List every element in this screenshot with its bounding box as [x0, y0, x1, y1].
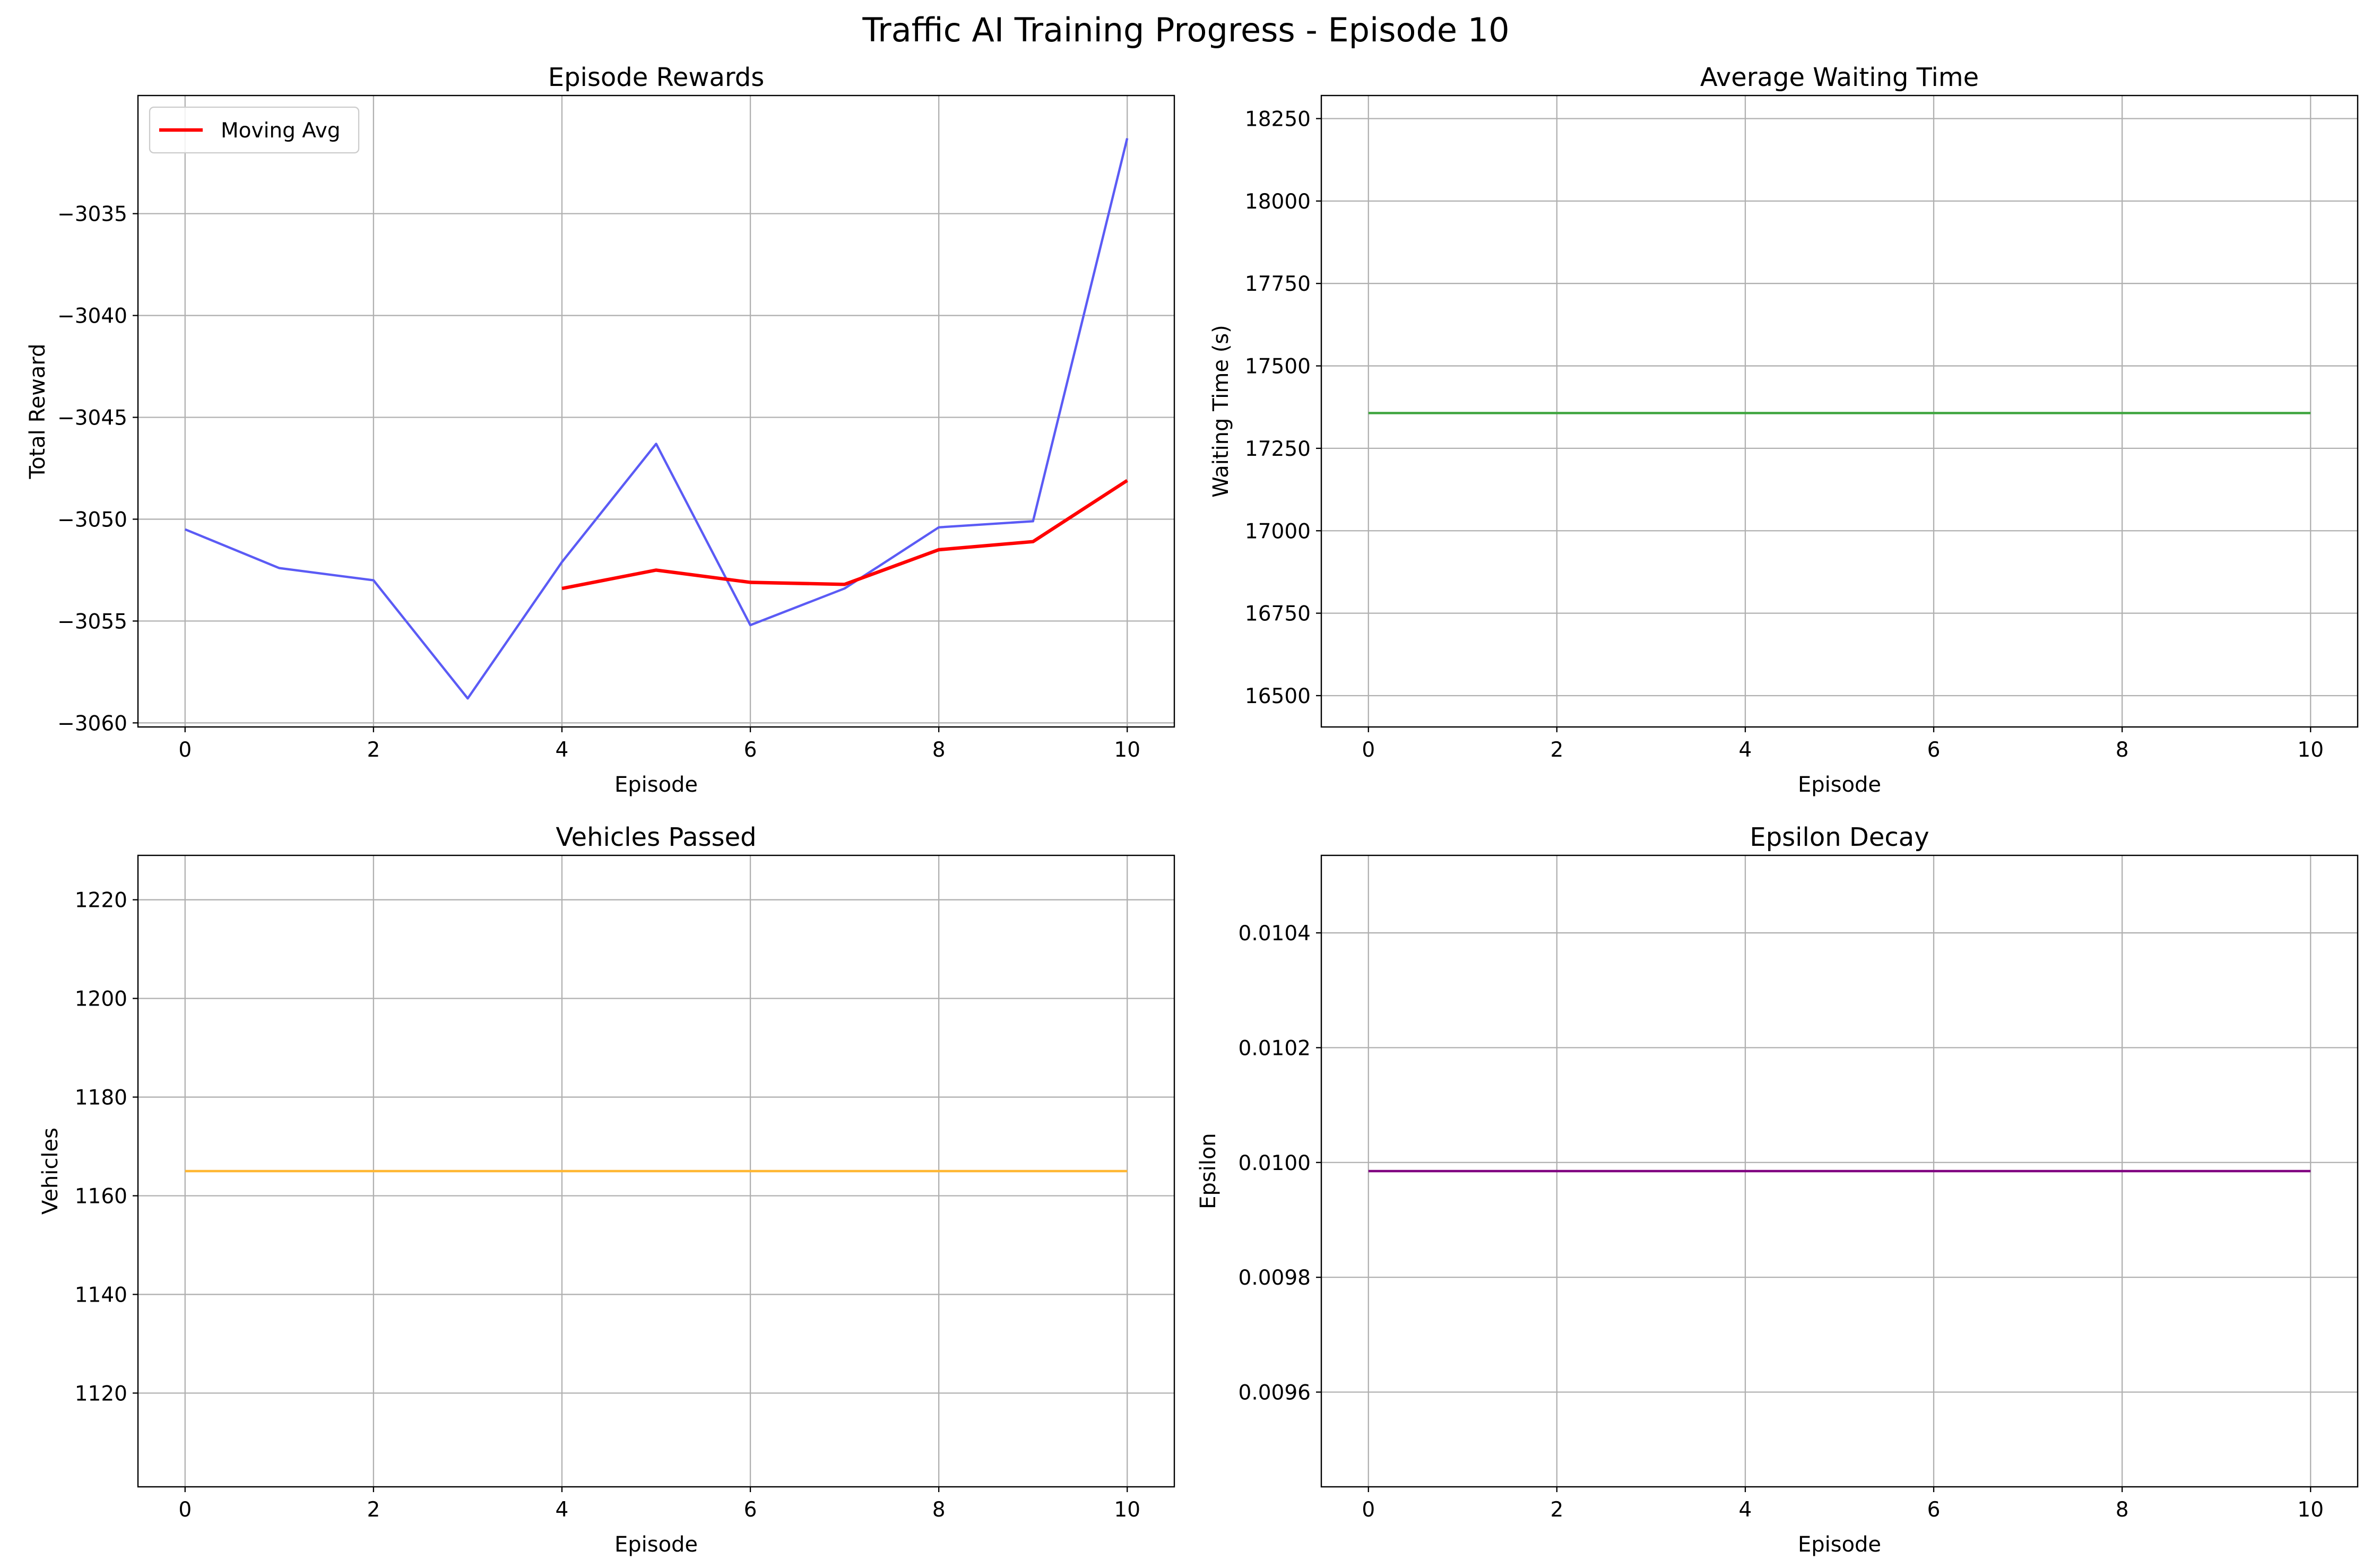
x-tick-label: 10 — [2297, 738, 2324, 762]
y-tick-label: 17500 — [1245, 355, 1311, 379]
figure-suptitle: Traffic AI Training Progress - Episode 1… — [862, 11, 1509, 49]
y-tick-label: −3050 — [57, 508, 127, 532]
y-tick-label: 0.0102 — [1239, 1036, 1311, 1060]
series-line-2 — [561, 479, 1128, 591]
y-tick-label: 1180 — [75, 1086, 127, 1110]
x-tick-label: 6 — [744, 1498, 757, 1522]
x-tick-label: 10 — [2297, 1498, 2324, 1522]
x-tick-label: 10 — [1114, 1498, 1140, 1522]
axes-frame — [1320, 94, 2359, 728]
y-tick-label: 17000 — [1245, 519, 1311, 543]
x-tick-label: 2 — [367, 738, 380, 762]
x-tick-label: 6 — [744, 738, 757, 762]
y-tick-label: −3055 — [57, 610, 127, 634]
x-tick-label: 0 — [1362, 738, 1375, 762]
y-tick-label: 17250 — [1245, 437, 1311, 461]
subplot-1: 0 2 4 6 8 10 −3060 −3055 −3050 −3045 −3040 −3035 Epi… — [25, 63, 1175, 797]
x-axis-label: Episode — [1798, 773, 1881, 797]
x-tick-label: 8 — [2116, 738, 2129, 762]
x-axis-label: Episode — [1798, 1532, 1881, 1557]
y-tick-label: 18250 — [1245, 107, 1311, 131]
y-axis-label: Epsilon — [1196, 1133, 1220, 1209]
axes-layer: 0 2 4 6 8 10 −3060 −3055 −3050 −3045 −3040 −3035 Epi… — [25, 63, 2359, 1557]
x-tick-label: 8 — [932, 738, 946, 762]
legend-box — [149, 106, 360, 154]
x-tick-label: 4 — [556, 738, 569, 762]
x-tick-label: 2 — [367, 1498, 380, 1522]
x-tick-label: 2 — [1550, 1498, 1563, 1522]
x-tick-label: 8 — [932, 1498, 946, 1522]
subplot-title: Vehicles Passed — [556, 822, 756, 852]
subplot-title: Average Waiting Time — [1700, 63, 1979, 92]
subplot-title: Epsilon Decay — [1750, 822, 1929, 852]
y-tick-label: 16750 — [1245, 602, 1311, 626]
x-tick-label: 4 — [1739, 1498, 1752, 1522]
y-tick-label: 1200 — [75, 987, 127, 1011]
y-axis-label: Vehicles — [38, 1128, 63, 1215]
y-tick-label: 1220 — [75, 889, 127, 913]
y-tick-label: 16500 — [1245, 685, 1311, 708]
y-tick-label: 0.0104 — [1239, 922, 1311, 946]
y-tick-label: −3045 — [57, 406, 127, 430]
x-tick-label: 0 — [1362, 1498, 1375, 1522]
x-tick-label: 0 — [178, 1498, 192, 1522]
x-axis-label: Episode — [614, 1532, 698, 1557]
x-tick-label: 2 — [1550, 738, 1563, 762]
x-tick-label: 4 — [556, 1498, 569, 1522]
y-tick-label: 18000 — [1245, 190, 1311, 214]
subplot-3: 0 2 4 6 8 10 1120 1140 1160 1180 1200 1220 Vehicles … — [38, 822, 1175, 1557]
axes-frame — [137, 94, 1175, 728]
y-tick-label: 0.0100 — [1239, 1151, 1311, 1175]
y-tick-label: 1140 — [75, 1283, 127, 1307]
x-tick-label: 8 — [2116, 1498, 2129, 1522]
y-tick-label: 17750 — [1245, 272, 1311, 296]
y-tick-label: 1160 — [75, 1184, 127, 1208]
y-tick-label: 0.0098 — [1239, 1266, 1311, 1290]
x-tick-label: 0 — [178, 738, 192, 762]
x-tick-label: 10 — [1114, 738, 1140, 762]
subplot-title: Episode Rewards — [548, 63, 765, 92]
x-tick-label: 6 — [1927, 738, 1941, 762]
y-tick-label: −3060 — [57, 712, 127, 735]
y-tick-label: −3035 — [57, 203, 127, 227]
axes-frame — [137, 854, 1175, 1488]
y-tick-label: 1120 — [75, 1382, 127, 1406]
x-tick-label: 6 — [1927, 1498, 1941, 1522]
subplot-2: 0 2 4 6 8 10 16500 16750 17000 17250 17500 17750 180… — [1209, 63, 2359, 797]
y-tick-label: 0.0096 — [1239, 1381, 1311, 1405]
axes-frame — [1320, 854, 2359, 1488]
y-axis-label: Total Reward — [25, 343, 50, 479]
legend: Moving Avg — [149, 106, 360, 154]
legend-label: Moving Avg — [221, 119, 341, 143]
x-tick-label: 4 — [1739, 738, 1752, 762]
x-axis-label: Episode — [614, 773, 698, 797]
subplot-4: 0 2 4 6 8 10 0.0096 0.0098 0.0100 0.0102 0.0104 Eps… — [1196, 822, 2359, 1557]
series-line-1 — [184, 138, 1129, 700]
y-axis-label: Waiting Time (s) — [1209, 325, 1233, 498]
y-tick-label: −3040 — [57, 305, 127, 328]
